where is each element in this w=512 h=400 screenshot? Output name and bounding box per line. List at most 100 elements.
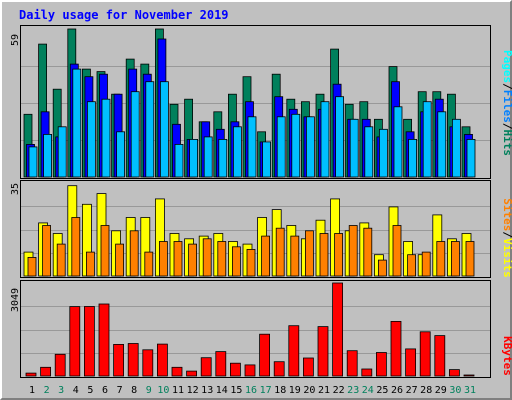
- bar-pages-day-21: [320, 101, 330, 178]
- bar-kbytes-day-5: [84, 306, 95, 377]
- x-label-day-4: 4: [73, 385, 79, 396]
- bar-sites-day-20: [304, 230, 314, 277]
- bar-pages-day-19: [291, 113, 301, 178]
- bar-sites-day-5: [86, 251, 95, 277]
- bar-sites-day-26: [392, 225, 402, 277]
- bar-sites-day-16: [246, 248, 256, 277]
- bar-kbytes-day-2: [40, 366, 51, 377]
- bar-sites-day-6: [100, 225, 110, 277]
- x-label-day-25: 25: [376, 385, 388, 396]
- bar-kbytes-day-9: [142, 349, 154, 377]
- bar-sites-day-31: [465, 241, 475, 277]
- bar-kbytes-day-3: [54, 353, 66, 377]
- x-label-day-10: 10: [157, 385, 169, 396]
- x-label-day-30: 30: [449, 385, 461, 396]
- bar-sites-day-4: [71, 217, 81, 277]
- bar-pages-day-9: [145, 81, 155, 178]
- bar-kbytes-day-21: [317, 326, 329, 377]
- x-label-day-22: 22: [333, 385, 345, 396]
- bar-kbytes-day-24: [361, 368, 373, 377]
- bar-sites-day-14: [217, 241, 227, 277]
- bar-sites-day-10: [158, 241, 168, 277]
- bar-kbytes-day-6: [98, 303, 110, 377]
- x-label-day-5: 5: [87, 385, 93, 396]
- x-label-day-16: 16: [245, 385, 257, 396]
- bar-pages-day-23: [349, 118, 359, 178]
- bar-pages-day-10: [159, 81, 169, 178]
- bar-sites-day-29: [436, 241, 446, 277]
- legend-separator-3: /: [501, 231, 512, 238]
- bar-kbytes-day-1: [25, 372, 37, 377]
- y-max-label-hits: 59: [10, 34, 21, 46]
- x-label-day-20: 20: [303, 385, 315, 396]
- bar-sites-day-23: [348, 225, 358, 277]
- x-label-day-27: 27: [406, 385, 418, 396]
- bar-sites-day-1: [27, 256, 37, 277]
- bar-sites-day-17: [261, 235, 271, 277]
- bars-hits-files-pages: [23, 28, 476, 178]
- legend-visits-sites: Sites/Visits: [501, 198, 512, 278]
- bar-pages-day-14: [218, 138, 228, 178]
- x-label-day-6: 6: [102, 385, 108, 396]
- x-label-day-12: 12: [187, 385, 199, 396]
- legend-hits: Hits: [501, 130, 512, 157]
- x-label-day-18: 18: [274, 385, 286, 396]
- bar-kbytes-day-26: [390, 320, 402, 377]
- x-label-day-9: 9: [146, 385, 152, 396]
- bar-sites-day-12: [188, 243, 198, 277]
- bar-sites-day-3: [56, 243, 66, 277]
- bar-pages-day-4: [72, 68, 82, 178]
- x-label-day-24: 24: [362, 385, 374, 396]
- legend-separator-1: /: [501, 83, 512, 90]
- x-label-day-8: 8: [131, 385, 137, 396]
- legend-separator-2: /: [501, 123, 512, 130]
- panel-visits-sites: [20, 180, 491, 278]
- legend-files: Files: [501, 90, 512, 123]
- bar-sites-day-25: [377, 259, 387, 277]
- bar-pages-day-3: [57, 126, 67, 178]
- bar-sites-day-13: [202, 238, 212, 277]
- legend-hits-files-pages: Pages/Files/Hits: [501, 50, 512, 156]
- bar-sites-day-27: [407, 254, 417, 277]
- legend-sites: Sites: [501, 198, 512, 231]
- bar-sites-day-22: [334, 233, 344, 277]
- x-label-day-28: 28: [420, 385, 432, 396]
- bar-pages-day-12: [189, 138, 199, 178]
- bar-kbytes-day-30: [448, 369, 460, 377]
- bar-sites-day-28: [421, 251, 431, 277]
- x-label-day-13: 13: [201, 385, 213, 396]
- x-axis-day-labels: 1 2 3 4 5 6 7 8 9 10 11 12 13 14 15 16 17 18 19 20 21 22 23 24 2…: [29, 385, 476, 396]
- bar-kbytes-day-27: [405, 348, 417, 377]
- legend-visits: Visits: [501, 238, 512, 278]
- bar-pages-day-30: [451, 118, 461, 178]
- panel-hits-files-pages: [20, 25, 491, 179]
- bar-sites-day-15: [231, 246, 241, 277]
- x-label-day-23: 23: [347, 385, 359, 396]
- legend-pages: Pages: [501, 50, 512, 83]
- bar-kbytes-day-13: [200, 357, 212, 377]
- panel-kbytes: [20, 280, 491, 378]
- bar-kbytes-day-31: [463, 374, 475, 377]
- bar-sites-day-7: [115, 243, 124, 277]
- bar-pages-day-27: [408, 138, 418, 178]
- bar-pages-day-5: [87, 101, 96, 178]
- bar-pages-day-8: [130, 91, 140, 178]
- bars-kbytes: [25, 282, 475, 377]
- bar-pages-day-1: [28, 146, 38, 178]
- bar-pages-day-31: [466, 138, 476, 178]
- bar-pages-day-25: [378, 128, 388, 178]
- bar-kbytes-day-15: [229, 362, 241, 377]
- bar-kbytes-day-12: [186, 370, 198, 377]
- x-label-day-1: 1: [29, 385, 35, 396]
- bar-pages-day-28: [422, 101, 432, 178]
- bar-pages-day-26: [393, 106, 403, 178]
- bar-sites-day-9: [144, 251, 154, 277]
- bars-visits-sites: [23, 185, 475, 277]
- bar-kbytes-day-25: [375, 352, 387, 377]
- bar-kbytes-day-17: [259, 333, 271, 377]
- bar-sites-day-21: [319, 233, 329, 277]
- x-label-day-21: 21: [318, 385, 330, 396]
- bar-kbytes-day-22: [332, 282, 344, 377]
- bar-sites-day-8: [129, 230, 139, 277]
